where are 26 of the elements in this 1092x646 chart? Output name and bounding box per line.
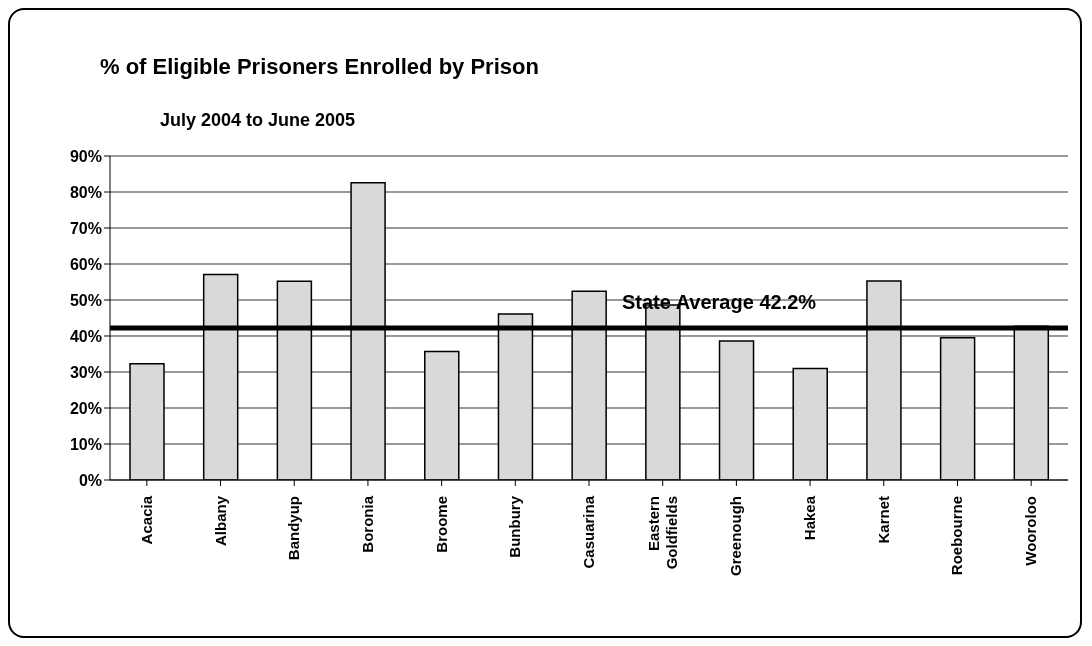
y-tick-label: 20%: [69, 399, 102, 417]
y-tick-label: 60%: [69, 255, 102, 273]
y-tick-label: 10%: [69, 435, 102, 453]
y-tick-label: 30%: [69, 363, 102, 381]
y-tick-label: 50%: [69, 291, 102, 309]
y-tick-label: 0%: [78, 471, 102, 489]
x-tick-label: Bandyup: [285, 496, 303, 561]
x-tick-label: Bunbury: [506, 495, 524, 558]
y-tick-label: 40%: [69, 327, 102, 345]
x-tick-label: Broome: [432, 496, 450, 553]
ref-line-label: State Average 42.2%: [621, 291, 817, 314]
y-tick-label: 90%: [69, 147, 102, 165]
y-tick-label: 70%: [69, 219, 102, 237]
x-tick-label: Karnet: [874, 496, 892, 544]
chart-subtitle: July 2004 to June 2005: [160, 110, 356, 131]
x-tick-label: Casuarina: [580, 495, 597, 569]
x-tick-label: Greenough: [727, 496, 745, 577]
x-tick-label: Wooroloo: [1022, 496, 1040, 566]
x-tick-label: Albany: [211, 495, 229, 547]
chart-title: % of Eligible Prisoners Enrolled by Prison: [100, 54, 539, 80]
x-tick-label: Roebourne: [948, 496, 966, 576]
x-tick-label: Acacia: [137, 495, 155, 545]
x-tick-label: Boronia: [358, 495, 376, 553]
y-tick-label: 80%: [69, 183, 102, 201]
x-tick-label: Eastern Goldfields: [644, 496, 680, 570]
x-tick-label: Hakea: [801, 495, 819, 541]
